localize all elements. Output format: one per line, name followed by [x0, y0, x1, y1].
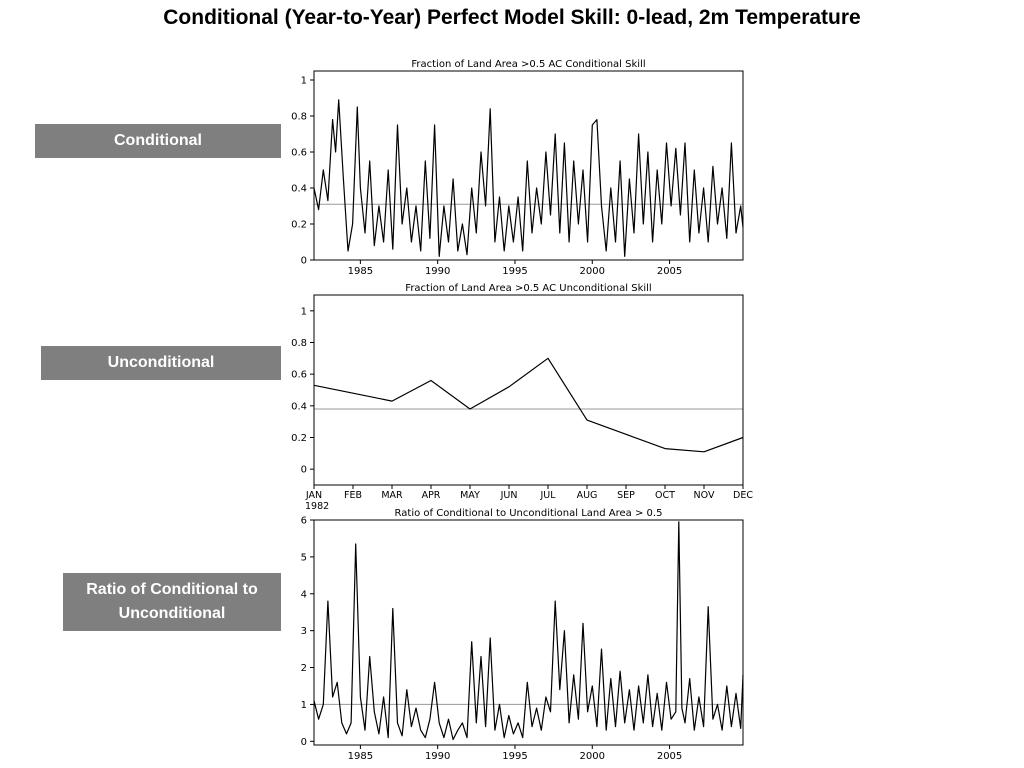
unconditional-chart-frame: [313, 294, 744, 486]
conditional-chart-ytick-label: 0.8: [291, 112, 307, 123]
ratio-chart-ytick-label: 0: [301, 737, 307, 748]
conditional-chart-ytick-label: 0.2: [291, 220, 307, 231]
unconditional-chart-xtick-label: FEB: [344, 490, 362, 501]
unconditional-chart-xtick-label: MAY: [460, 490, 480, 501]
conditional-chart-ytick-label: 0: [301, 256, 307, 267]
ratio-chart-series-line: [313, 521, 744, 741]
ratio-chart-xtick-label: 1985: [348, 751, 373, 762]
unconditional-chart-xtick-label: AUG: [577, 490, 598, 501]
conditional-label-text: Conditional: [114, 132, 202, 149]
ratio-chart-ytick-label: 1: [301, 700, 307, 711]
conditional-chart-frame: [313, 70, 744, 261]
ratio-label: Ratio of Conditional to Unconditional: [63, 573, 281, 631]
unconditional-chart-x-sub-label: 1982: [305, 501, 329, 512]
unconditional-chart-xtick-label: DEC: [733, 490, 753, 501]
unconditional-chart-ytick-label: 0: [301, 465, 307, 476]
conditional-chart-series-line: [313, 99, 744, 257]
ratio-chart-title: Ratio of Conditional to Unconditional La…: [395, 508, 663, 519]
ratio-chart-xtick-label: 1990: [425, 751, 450, 762]
unconditional-chart-ytick-label: 0.8: [291, 338, 307, 349]
ratio-chart-ytick-label: 2: [301, 663, 307, 674]
unconditional-chart-ytick-label: 1: [301, 306, 307, 317]
unconditional-chart-series-line: [313, 357, 744, 453]
ratio-chart-xtick-label: 2000: [580, 751, 605, 762]
unconditional-chart-xtick-label: NOV: [694, 490, 715, 501]
ratio-chart-ytick-label: 6: [301, 516, 307, 527]
conditional-chart-title: Fraction of Land Area >0.5 AC Conditiona…: [411, 59, 645, 70]
ratio-label-text: Ratio of Conditional to Unconditional: [86, 581, 258, 622]
ratio-chart-xtick-label: 1995: [502, 751, 527, 762]
unconditional-label-text: Unconditional: [107, 354, 215, 371]
unconditional-chart-ytick-label: 0.4: [291, 401, 307, 412]
conditional-label: Conditional: [35, 124, 281, 158]
ratio-chart-frame: [313, 519, 744, 746]
unconditional-chart-xtick-label: APR: [422, 490, 441, 501]
conditional-chart-xtick-label: 1995: [502, 266, 527, 277]
unconditional-chart-title: Fraction of Land Area >0.5 AC Unconditio…: [405, 283, 651, 294]
unconditional-chart-ytick-label: 0.6: [291, 370, 307, 381]
conditional-chart-ytick-label: 0.6: [291, 148, 307, 159]
conditional-chart-xtick-label: 1990: [425, 266, 450, 277]
unconditional-chart-xtick-label: MAR: [381, 490, 403, 501]
unconditional-chart-ytick-label: 0.2: [291, 433, 307, 444]
ratio-chart-ytick-label: 3: [301, 626, 307, 637]
conditional-chart-xtick-label: 1985: [348, 266, 373, 277]
conditional-chart-xtick-label: 2000: [580, 266, 605, 277]
conditional-chart-xtick-label: 2005: [657, 266, 682, 277]
ratio-chart-xtick-label: 2005: [657, 751, 682, 762]
unconditional-chart-xtick-label: JUL: [539, 490, 556, 501]
unconditional-label: Unconditional: [41, 346, 281, 380]
unconditional-chart-xtick-label: SEP: [617, 490, 635, 501]
unconditional-chart-xtick-label: JAN: [305, 490, 322, 501]
unconditional-chart-xtick-label: OCT: [655, 490, 675, 501]
unconditional-chart-xtick-label: JUN: [500, 490, 518, 501]
conditional-chart-ytick-label: 0.4: [291, 184, 307, 195]
ratio-chart-ytick-label: 5: [301, 552, 307, 563]
conditional-chart-ytick-label: 1: [301, 76, 307, 87]
ratio-chart-ytick-label: 4: [301, 589, 307, 600]
page-title: Conditional (Year-to-Year) Perfect Model…: [163, 6, 861, 29]
